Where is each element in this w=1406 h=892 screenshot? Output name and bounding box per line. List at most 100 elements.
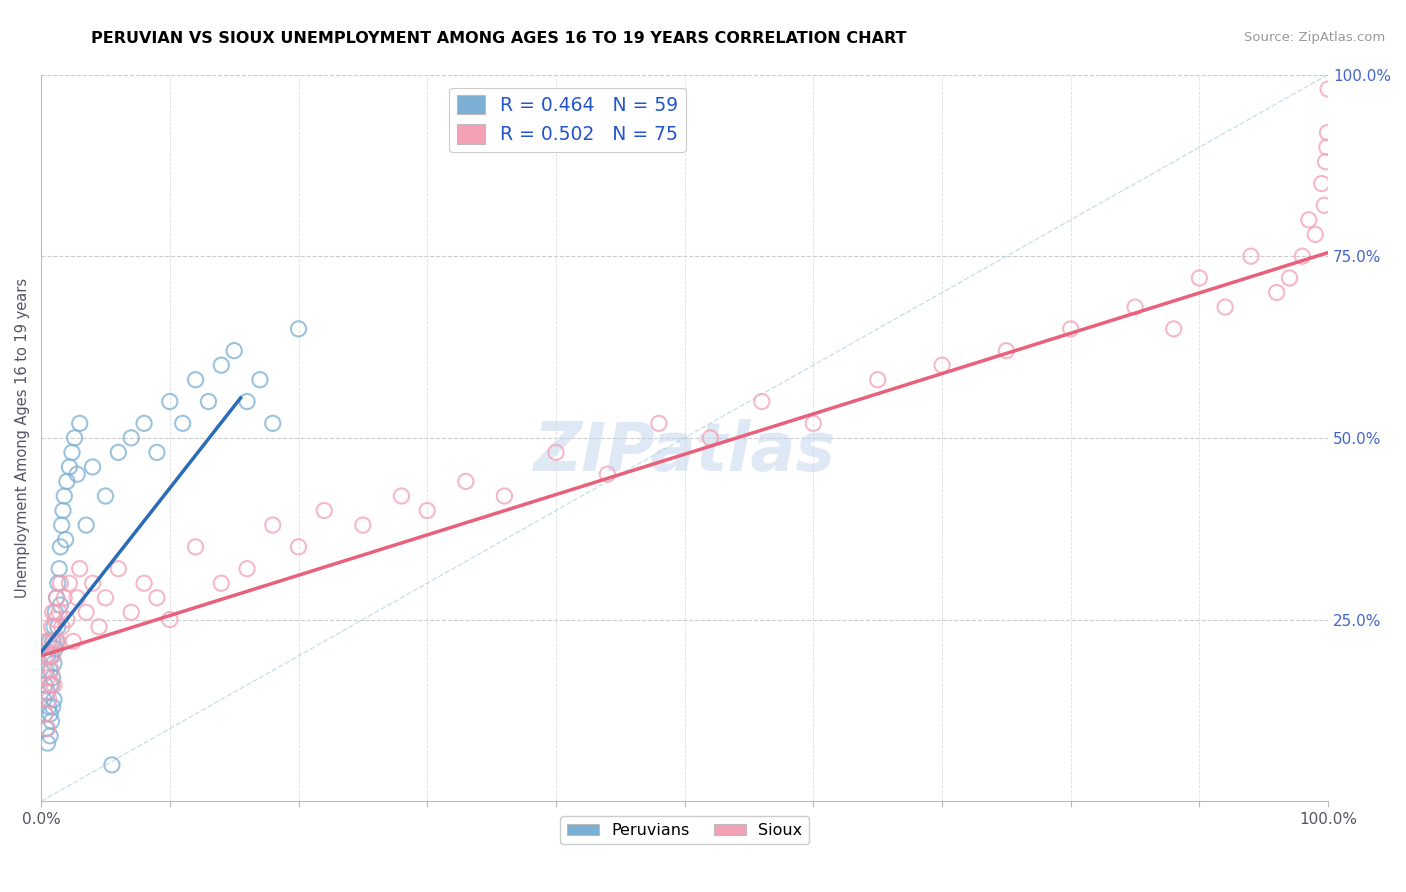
- Point: [35, 634, 58, 648]
- Point: [51, 620, 73, 634]
- Point: [1213, 300, 1236, 314]
- Point: [34, 706, 56, 721]
- Point: [1303, 227, 1326, 242]
- Point: [34, 648, 56, 663]
- Point: [39, 634, 62, 648]
- Point: [866, 373, 889, 387]
- Point: [41, 678, 63, 692]
- Point: [39, 678, 62, 692]
- Point: [42, 634, 65, 648]
- Point: [41, 714, 63, 729]
- Point: [41, 648, 63, 663]
- Point: [995, 343, 1018, 358]
- Point: [648, 417, 671, 431]
- Point: [46, 576, 69, 591]
- Point: [66, 591, 89, 605]
- Point: [1313, 198, 1336, 212]
- Point: [58, 459, 80, 474]
- Point: [62, 634, 84, 648]
- Point: [287, 322, 309, 336]
- Point: [1310, 177, 1333, 191]
- Point: [120, 431, 142, 445]
- Point: [32, 692, 55, 706]
- Point: [1316, 126, 1339, 140]
- Point: [49, 540, 72, 554]
- Point: [32, 664, 55, 678]
- Point: [287, 540, 309, 554]
- Point: [596, 467, 619, 482]
- Point: [56, 613, 79, 627]
- Point: [391, 489, 413, 503]
- Point: [87, 620, 110, 634]
- Point: [132, 417, 155, 431]
- Point: [107, 562, 129, 576]
- Point: [41, 634, 63, 648]
- Point: [101, 758, 124, 772]
- Point: [1278, 271, 1301, 285]
- Point: [41, 699, 63, 714]
- Point: [184, 540, 207, 554]
- Point: [39, 664, 62, 678]
- Point: [53, 489, 76, 503]
- Point: [454, 475, 477, 489]
- Point: [41, 671, 63, 685]
- Point: [94, 489, 117, 503]
- Point: [146, 445, 169, 459]
- Point: [63, 431, 86, 445]
- Point: [38, 699, 60, 714]
- Point: [35, 722, 58, 736]
- Text: PERUVIAN VS SIOUX UNEMPLOYMENT AMONG AGES 16 TO 19 YEARS CORRELATION CHART: PERUVIAN VS SIOUX UNEMPLOYMENT AMONG AGE…: [91, 31, 907, 46]
- Point: [249, 373, 271, 387]
- Point: [39, 706, 62, 721]
- Point: [262, 417, 284, 431]
- Point: [159, 613, 181, 627]
- Point: [35, 685, 58, 699]
- Point: [69, 562, 91, 576]
- Point: [51, 518, 73, 533]
- Point: [1298, 212, 1320, 227]
- Point: [416, 503, 439, 517]
- Point: [37, 648, 59, 663]
- Point: [45, 591, 67, 605]
- Point: [931, 358, 953, 372]
- Point: [38, 634, 60, 648]
- Point: [45, 591, 67, 605]
- Point: [1316, 140, 1339, 154]
- Text: Source: ZipAtlas.com: Source: ZipAtlas.com: [1244, 31, 1385, 45]
- Point: [39, 729, 62, 743]
- Point: [1163, 322, 1185, 336]
- Point: [44, 605, 66, 619]
- Point: [172, 417, 194, 431]
- Point: [38, 648, 60, 663]
- Point: [107, 445, 129, 459]
- Point: [46, 620, 69, 634]
- Point: [801, 417, 824, 431]
- Point: [82, 576, 104, 591]
- Point: [37, 722, 59, 736]
- Point: [209, 358, 232, 372]
- Point: [52, 503, 75, 517]
- Point: [37, 736, 59, 750]
- Point: [544, 445, 567, 459]
- Point: [352, 518, 374, 533]
- Point: [1123, 300, 1146, 314]
- Point: [41, 664, 63, 678]
- Point: [82, 459, 104, 474]
- Point: [75, 518, 97, 533]
- Point: [41, 605, 63, 619]
- Point: [37, 685, 59, 699]
- Point: [1265, 285, 1288, 300]
- Point: [1060, 322, 1083, 336]
- Point: [236, 562, 259, 576]
- Point: [699, 431, 721, 445]
- Legend: Peruvians, Sioux: Peruvians, Sioux: [561, 816, 808, 844]
- Point: [58, 576, 80, 591]
- Point: [35, 664, 58, 678]
- Point: [53, 591, 76, 605]
- Point: [1188, 271, 1211, 285]
- Point: [69, 417, 91, 431]
- Point: [46, 634, 69, 648]
- Point: [44, 613, 66, 627]
- Point: [42, 692, 65, 706]
- Point: [1317, 82, 1340, 96]
